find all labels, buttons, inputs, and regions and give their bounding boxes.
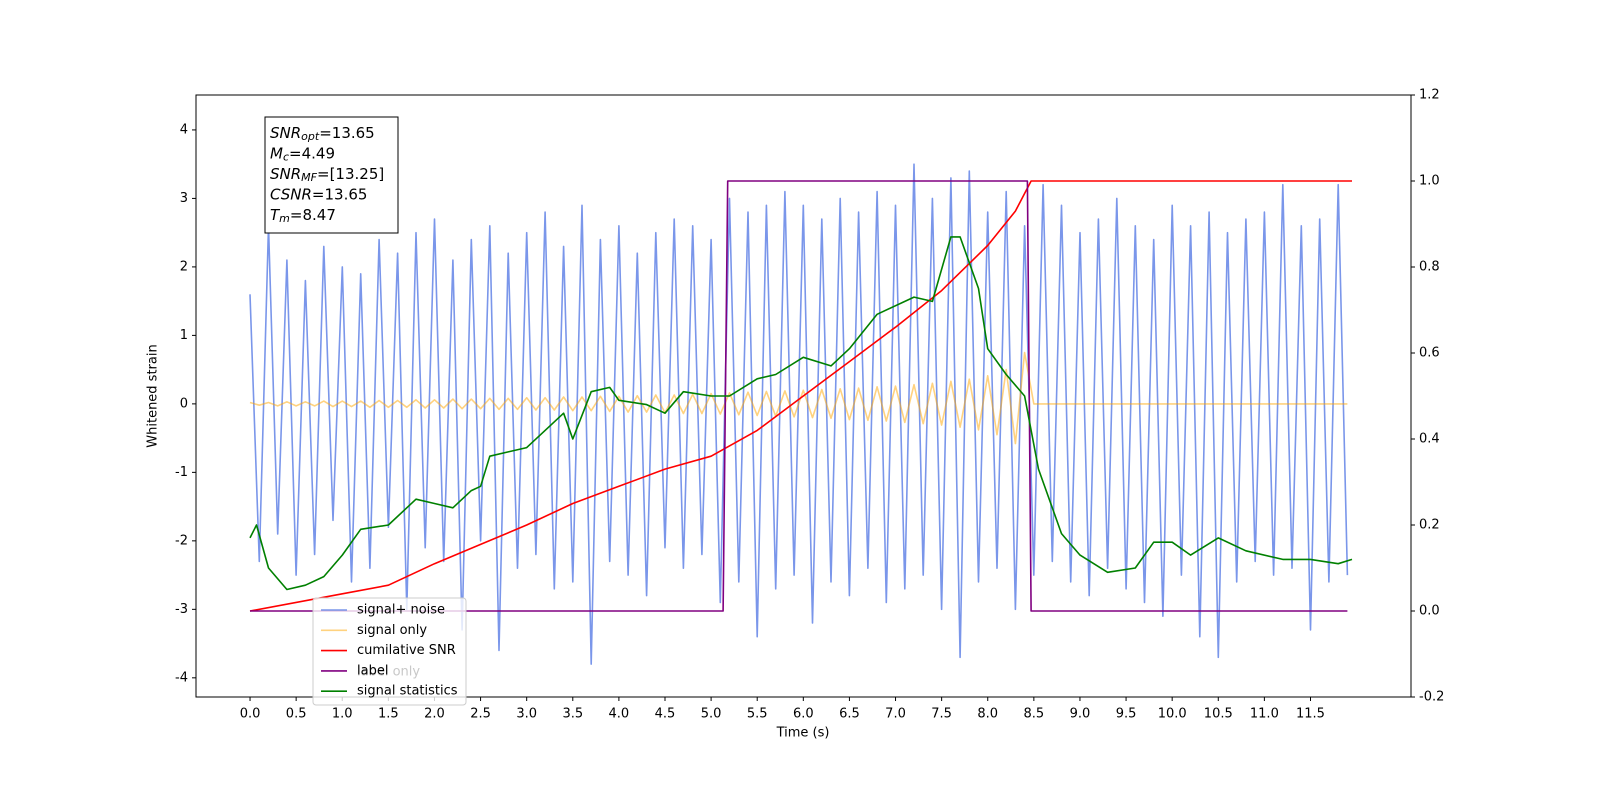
annotation-main: SNR xyxy=(270,124,301,142)
annotation-sub: MF xyxy=(301,171,317,184)
annotation-frame xyxy=(264,116,399,234)
x-tick-label: 8.0 xyxy=(977,707,998,722)
x-tick-label: 11.0 xyxy=(1250,707,1279,722)
y-axis-label: Whitened strain xyxy=(146,344,161,447)
x-tick-label: 7.5 xyxy=(931,707,952,722)
y2-tick-label: 1.0 xyxy=(1419,174,1440,189)
x-tick-label: 9.5 xyxy=(1116,707,1137,722)
plot-frame xyxy=(195,94,1412,698)
annotation-main: M xyxy=(270,144,283,162)
x-tick-label: 1.0 xyxy=(332,707,353,722)
annotation-sub: opt xyxy=(301,130,320,143)
series-line xyxy=(249,163,1349,665)
annotation-line: SNRopt=13.65 xyxy=(270,124,375,144)
x-tick-label: 11.5 xyxy=(1296,707,1325,722)
x-tick-label: 6.5 xyxy=(839,707,860,722)
x-tick-label: 5.0 xyxy=(701,707,722,722)
annotation-main: T xyxy=(270,206,281,224)
x-tick-label: 4.5 xyxy=(655,707,676,722)
series-line xyxy=(249,236,1353,591)
x-tick-label: 0.5 xyxy=(286,707,307,722)
annotation-line: SNRMF=[13.25] xyxy=(270,165,384,185)
x-tick-label: 6.0 xyxy=(793,707,814,722)
y-tick-label: 0 xyxy=(180,396,188,411)
legend-label: signal statistics xyxy=(357,684,458,699)
series-line xyxy=(249,180,1352,612)
x-axis-label: Time (s) xyxy=(776,726,830,741)
y-tick-label: -3 xyxy=(175,602,188,617)
x-tick-label: 1.5 xyxy=(378,707,399,722)
x-tick-label: 5.5 xyxy=(747,707,768,722)
x-tick-label: 9.0 xyxy=(1070,707,1091,722)
annotation-main: CSNR xyxy=(270,185,312,203)
x-tick-label: 10.0 xyxy=(1158,707,1187,722)
annotation-line: Mc=4.49 xyxy=(270,144,335,164)
annotation-rest: =[13.25] xyxy=(317,165,384,183)
y2-tick-label: 0.2 xyxy=(1419,518,1440,533)
annotation-line: CSNR=13.65 xyxy=(270,185,367,203)
annotation-rest: =13.65 xyxy=(319,124,375,142)
x-tick-label: 2.5 xyxy=(470,707,491,722)
y2-tick-label: 1.2 xyxy=(1419,88,1440,103)
annotation-box: SNRopt=13.65Mc=4.49SNRMF=[13.25]CSNR=13.… xyxy=(264,116,399,234)
x-tick-label: 4.0 xyxy=(609,707,630,722)
y2-tick-label: 0.6 xyxy=(1419,346,1440,361)
x-tick-label: 0.0 xyxy=(240,707,261,722)
legend-label: label xyxy=(357,663,388,678)
y2-tick-label: 0.4 xyxy=(1419,432,1440,447)
annotation-main: SNR xyxy=(270,165,301,183)
legend-label: signal+ noise xyxy=(357,603,445,618)
y2-tick-label: 0.0 xyxy=(1419,604,1440,619)
series-line xyxy=(250,180,1348,612)
annotation-rest: =4.49 xyxy=(289,144,335,162)
y-tick-label: 2 xyxy=(180,259,188,274)
legend-label: cumilative SNR xyxy=(357,643,456,658)
y-tick-label: -4 xyxy=(175,670,188,685)
x-tick-label: 3.0 xyxy=(516,707,537,722)
x-tick-label: 3.5 xyxy=(562,707,583,722)
annotation-sub: c xyxy=(283,151,289,164)
y2-tick-label: -0.2 xyxy=(1419,690,1444,705)
x-tick-label: 7.0 xyxy=(885,707,906,722)
y2-tick-label: 0.8 xyxy=(1419,260,1440,275)
y-tick-label: 3 xyxy=(180,191,188,206)
legend-label: signal only xyxy=(357,623,427,638)
y-tick-label: -1 xyxy=(175,465,188,480)
annotation-line: Tm=8.47 xyxy=(270,206,336,226)
series-line xyxy=(249,351,1348,445)
y-tick-label: 1 xyxy=(180,328,188,343)
annotation-sub: m xyxy=(279,212,290,225)
y-tick-label: -2 xyxy=(175,533,188,548)
y-tick-label: 4 xyxy=(180,122,188,137)
x-tick-label: 2.0 xyxy=(424,707,445,722)
annotation-rest: =13.65 xyxy=(312,185,368,203)
x-tick-label: 8.5 xyxy=(1024,707,1045,722)
legend: label only signal+ noise signal only cumila… xyxy=(312,597,467,706)
legend-frame xyxy=(312,597,467,706)
x-tick-label: 10.5 xyxy=(1204,707,1233,722)
annotation-rest: =8.47 xyxy=(290,206,336,224)
legend-ghost: label only xyxy=(357,665,420,680)
